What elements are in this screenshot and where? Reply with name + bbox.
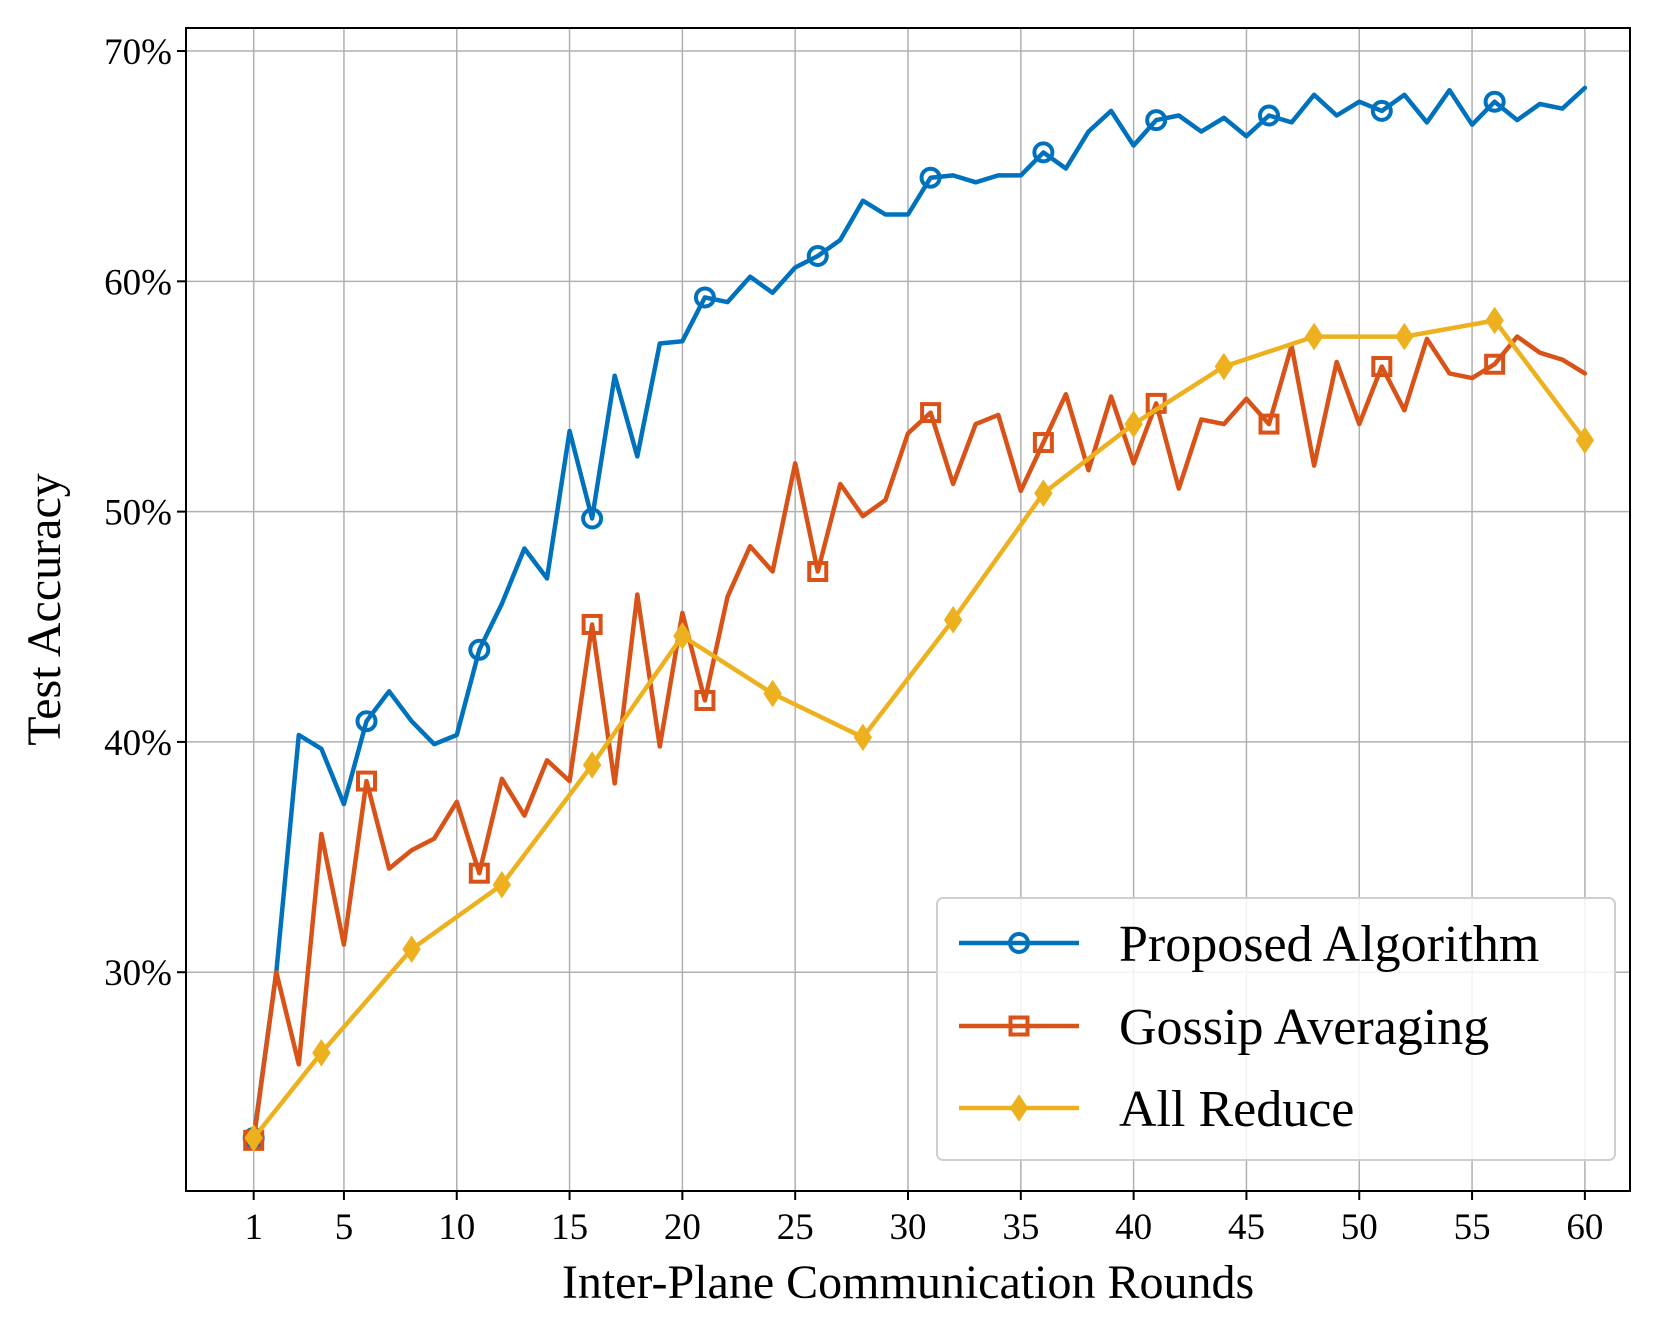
data-point-gossip-averaging <box>807 561 829 583</box>
data-point-gossip-averaging <box>1032 432 1054 454</box>
legend-box <box>936 897 1616 1161</box>
data-point-proposed-algorithm <box>355 710 378 733</box>
x-tick-label: 60 <box>1566 1207 1603 1248</box>
x-axis-title: Inter-Plane Communication Rounds <box>562 1256 1254 1309</box>
data-point-gossip-averaging <box>1371 356 1393 378</box>
data-point-all-reduce <box>1395 322 1414 351</box>
data-point-all-reduce <box>1214 352 1234 381</box>
x-tick-label: 20 <box>664 1207 701 1248</box>
data-point-gossip-averaging <box>1484 353 1506 375</box>
data-point-gossip-averaging <box>1258 413 1280 435</box>
series-gossip-averaging <box>243 334 1588 1151</box>
series-all-reduce <box>244 306 1595 1152</box>
data-point-all-reduce <box>853 723 873 752</box>
legend-entry-all-reduce: All Reduce <box>959 1081 1354 1138</box>
legend-marker-square <box>1008 1015 1030 1037</box>
data-point-gossip-averaging <box>356 770 377 792</box>
x-tick-label: 40 <box>1115 1207 1152 1248</box>
data-point-proposed-algorithm <box>806 244 829 267</box>
y-tick-label: 70% <box>104 32 172 73</box>
legend-label: Proposed Algorithm <box>1119 916 1539 973</box>
data-point-all-reduce <box>1124 410 1143 438</box>
series-line-all-reduce <box>251 318 1588 1141</box>
data-point-all-reduce <box>673 622 692 650</box>
data-point-all-reduce <box>1485 306 1504 335</box>
x-tick-label: 35 <box>1002 1207 1039 1248</box>
data-point-all-reduce <box>492 870 512 899</box>
legend-marker-circle <box>1008 932 1030 954</box>
data-point-all-reduce <box>244 1124 263 1152</box>
legend-entry-proposed-algorithm: Proposed Algorithm <box>959 916 1539 973</box>
data-point-all-reduce <box>943 606 963 634</box>
data-point-proposed-algorithm <box>1145 109 1168 132</box>
y-axis-ticks: 30% 40% 50% 60% 70% <box>104 32 186 994</box>
y-tick-label: 40% <box>104 723 172 764</box>
data-point-proposed-algorithm <box>1370 99 1393 122</box>
data-point-proposed-algorithm <box>1032 141 1055 164</box>
x-tick-label: 55 <box>1454 1207 1491 1248</box>
data-point-gossip-averaging <box>581 613 603 635</box>
data-point-proposed-algorithm <box>919 166 942 189</box>
y-tick-label: 60% <box>104 262 172 303</box>
x-tick-label: 5 <box>335 1207 354 1248</box>
y-axis-title: Test Accuracy <box>18 473 71 746</box>
series-line-gossip-averaging <box>251 334 1588 1143</box>
data-point-all-reduce <box>1034 479 1053 508</box>
x-tick-label: 45 <box>1228 1207 1265 1248</box>
data-point-all-reduce <box>763 679 782 708</box>
data-point-all-reduce <box>312 1039 331 1067</box>
x-tick-label: 1 <box>244 1207 263 1248</box>
y-tick-label: 50% <box>104 493 172 534</box>
data-point-gossip-averaging <box>920 402 942 424</box>
data-point-proposed-algorithm <box>1483 90 1506 113</box>
series-layer <box>242 85 1595 1152</box>
x-tick-label: 15 <box>551 1207 588 1248</box>
data-point-all-reduce <box>402 935 421 963</box>
data-point-proposed-algorithm <box>468 638 491 661</box>
legend-entry-gossip-averaging: Gossip Averaging <box>959 999 1489 1056</box>
y-tick-label: 30% <box>104 953 172 994</box>
legend: Proposed Algorithm Gossip Averaging All Re… <box>936 897 1616 1161</box>
x-tick-label: 10 <box>438 1207 475 1248</box>
data-point-gossip-averaging <box>694 689 716 711</box>
legend-label: All Reduce <box>1119 1081 1354 1138</box>
data-point-proposed-algorithm <box>1258 104 1280 127</box>
data-point-proposed-algorithm <box>581 507 604 530</box>
data-point-proposed-algorithm <box>693 286 716 309</box>
data-point-all-reduce <box>582 751 602 779</box>
x-tick-label: 30 <box>890 1207 927 1248</box>
data-point-all-reduce <box>1575 426 1595 455</box>
x-axis-ticks: 1 5 10 15 20 25 30 35 40 45 50 55 60 <box>244 1191 1603 1248</box>
data-point-all-reduce <box>1304 322 1324 351</box>
legend-label: Gossip Averaging <box>1119 999 1489 1056</box>
data-point-gossip-averaging <box>468 862 490 884</box>
legend-marker-diamond <box>1009 1094 1029 1122</box>
x-tick-label: 50 <box>1341 1207 1378 1248</box>
series-line-proposed-algorithm <box>251 85 1588 1141</box>
x-tick-label: 25 <box>777 1207 814 1248</box>
